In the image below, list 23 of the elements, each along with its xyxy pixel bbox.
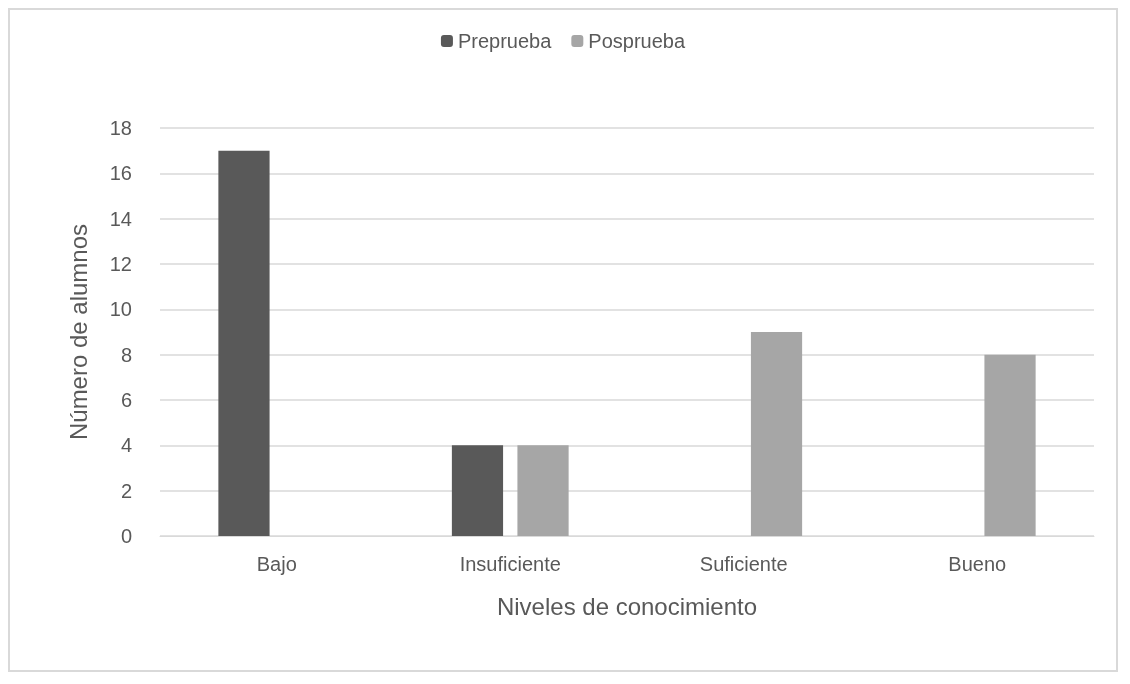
x-axis-title: Niveles de conocimiento [496, 592, 758, 620]
y-tick-label: 12 [109, 253, 132, 275]
y-tick-label: 18 [109, 117, 132, 139]
bar [517, 445, 569, 536]
y-tick-label: 8 [120, 343, 132, 366]
x-tick-label: Bajo [256, 553, 297, 575]
bar [218, 150, 270, 536]
y-tick-label: 16 [109, 162, 132, 185]
y-tick-label: 0 [120, 525, 132, 547]
y-tick-label: 10 [109, 298, 132, 321]
y-tick-label: 6 [120, 389, 132, 411]
x-tick-label: Insuficiente [459, 553, 561, 575]
bar [750, 332, 803, 536]
y-tick-label: 4 [120, 434, 132, 457]
bar [451, 445, 504, 536]
y-tick-label: 2 [120, 479, 132, 502]
x-tick-label: Bueno [948, 553, 1007, 575]
x-tick-label: Suficiente [699, 553, 788, 575]
bar [984, 354, 1036, 536]
legend-label: Posprueba [588, 30, 686, 52]
y-axis-title: Número de alumnos [64, 223, 92, 441]
legend-label: Preprueba [457, 30, 553, 52]
y-tick-label: 14 [109, 207, 132, 230]
